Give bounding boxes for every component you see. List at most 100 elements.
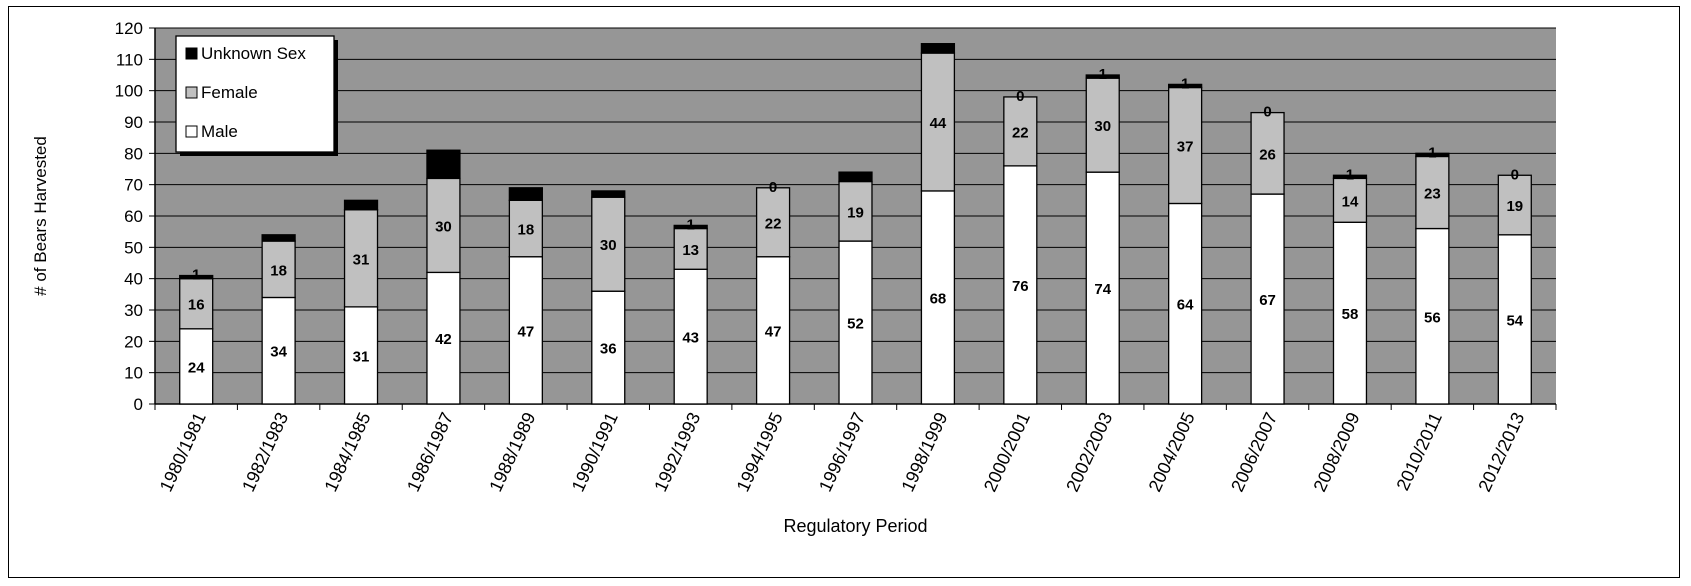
bar-segment-unknown-sex	[838, 171, 873, 183]
bar-segment-female	[591, 196, 626, 292]
data-label-female: 18	[270, 262, 287, 279]
bar-segment-female	[508, 199, 543, 258]
bar-segment-female	[179, 278, 214, 330]
x-tick-label: 1992/1993	[650, 409, 704, 495]
data-label-female: 23	[1424, 186, 1441, 203]
data-label-unknown-sex: 0	[1016, 88, 1024, 105]
data-label-unknown-sex: 1	[1346, 166, 1354, 183]
x-tick-label: 1994/1995	[733, 409, 787, 495]
y-tick-label: 120	[115, 19, 143, 38]
data-label-female: 30	[435, 218, 452, 235]
legend-swatch-female	[185, 86, 198, 99]
bar-segment-female	[673, 227, 708, 270]
y-tick-label: 90	[124, 113, 143, 132]
bar-segment-male	[755, 256, 791, 405]
x-tick-label: 2004/2005	[1145, 409, 1199, 495]
data-label-male: 31	[353, 348, 370, 365]
bar-segment-male	[343, 306, 379, 405]
x-tick-label: 1984/1985	[321, 409, 375, 495]
data-label-male: 47	[765, 323, 782, 340]
data-label-male: 64	[1177, 297, 1194, 314]
bar-segment-unknown-sex	[673, 224, 708, 230]
bar-segment-unknown-sex	[920, 43, 956, 54]
x-tick-label: 1998/1999	[897, 409, 951, 495]
data-label-female: 37	[1177, 139, 1194, 156]
bar-segment-unknown-sex	[426, 149, 461, 180]
data-label-male: 74	[1094, 281, 1111, 298]
bar-segment-unknown-sex	[179, 274, 214, 280]
x-tick-label: 2002/2003	[1062, 409, 1116, 495]
bar-segment-male	[508, 256, 543, 405]
data-label-male: 47	[518, 323, 535, 340]
bar-segment-female	[838, 180, 873, 242]
legend-swatch-male	[185, 125, 198, 138]
data-label-female: 16	[188, 297, 205, 314]
x-tick-label: 1980/1981	[156, 409, 210, 495]
bar-segment-female	[920, 52, 956, 192]
legend-label-male: Male	[201, 122, 238, 141]
data-label-female: 30	[1094, 118, 1111, 135]
y-tick-label: 110	[116, 50, 143, 69]
legend-label-female: Female	[201, 83, 258, 102]
y-tick-label: 100	[115, 82, 143, 101]
bar-segment-female	[1003, 96, 1038, 167]
chart-frame: 0 10 20 30 40 50 60 70 80 90 100 110 120 24 16 1 1980/19…	[8, 6, 1680, 578]
data-label-unknown-sex: 1	[192, 267, 200, 284]
data-label-unknown-sex: 0	[769, 179, 777, 196]
data-label-female: 26	[1259, 146, 1276, 163]
data-label-female: 19	[847, 204, 864, 221]
legend-box	[175, 35, 335, 153]
data-label-female: 44	[930, 115, 947, 132]
bar-segment-female	[343, 209, 379, 308]
data-label-male: 34	[270, 344, 287, 361]
data-label-female: 18	[518, 222, 535, 239]
bear-harvest-chart: 0102030405060708090100110120241611980/19…	[31, 19, 1557, 536]
data-label-male: 67	[1259, 292, 1276, 309]
y-axis-title: # of Bears Harvested	[31, 136, 50, 296]
bar-segment-unknown-sex	[1085, 74, 1120, 79]
x-axis-title: Regulatory Period	[783, 516, 927, 536]
y-tick-label: 80	[124, 144, 143, 163]
data-label-female: 19	[1506, 198, 1523, 215]
x-tick-label: 2008/2009	[1310, 409, 1364, 495]
x-tick-label: 2012/2013	[1474, 409, 1528, 495]
data-label-unknown-sex: 1	[1099, 66, 1107, 83]
data-label-male: 54	[1506, 312, 1523, 329]
data-label-female: 13	[682, 242, 699, 259]
y-tick-label: 0	[134, 395, 143, 414]
x-tick-label: 2000/2001	[980, 409, 1034, 495]
bar-segment-female	[1168, 86, 1203, 205]
data-label-unknown-sex: 0	[1263, 104, 1271, 121]
bar-segment-female	[426, 177, 461, 274]
y-tick-label: 30	[124, 301, 143, 320]
bar-segment-unknown-sex	[343, 199, 379, 211]
x-tick-label: 1990/1991	[568, 409, 622, 495]
bar-segment-female	[1497, 174, 1532, 236]
bar-segment-male	[426, 271, 461, 405]
x-tick-label: 1986/1987	[403, 409, 457, 495]
y-tick-label: 70	[124, 176, 143, 195]
bar-segment-male	[920, 190, 956, 405]
legend-swatch-unknown-sex	[185, 47, 198, 60]
bar-segment-male	[1497, 234, 1532, 405]
data-label-female: 14	[1342, 193, 1359, 210]
y-tick-label: 20	[124, 332, 143, 351]
legend-label-unknown-sex: Unknown Sex	[201, 44, 306, 63]
bar-segment-unknown-sex	[1168, 83, 1203, 89]
x-tick-label: 1982/1983	[238, 409, 292, 495]
data-label-male: 56	[1424, 309, 1441, 326]
data-label-male: 43	[682, 330, 699, 347]
bar-segment-unknown-sex	[1415, 152, 1450, 158]
data-label-male: 52	[847, 316, 864, 333]
x-tick-label: 1996/1997	[815, 409, 869, 495]
bar-segment-unknown-sex	[591, 190, 626, 198]
data-label-unknown-sex: 1	[687, 216, 695, 233]
y-tick-label: 50	[124, 238, 143, 257]
bar-segment-male	[179, 328, 214, 405]
data-label-male: 36	[600, 341, 617, 358]
data-label-unknown-sex: 1	[1428, 144, 1436, 161]
bar-segment-male	[1168, 202, 1203, 405]
bar-segment-unknown-sex	[508, 187, 543, 201]
bar-segment-male	[591, 290, 626, 405]
data-label-male: 68	[930, 290, 947, 307]
